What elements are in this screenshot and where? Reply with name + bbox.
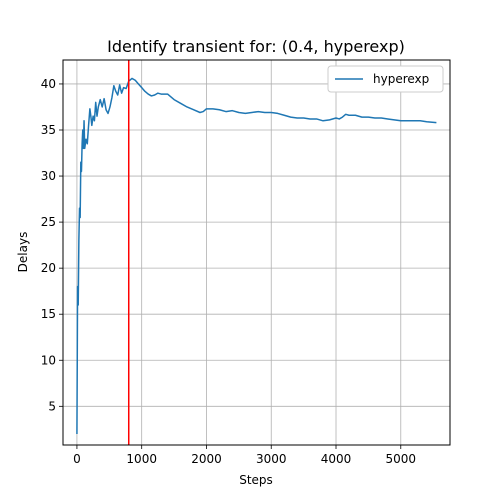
plot-frame [62, 59, 451, 446]
y-tick-label: 30 [41, 169, 56, 183]
y-tick-label: 40 [41, 77, 56, 91]
x-tick-label: 0 [73, 452, 81, 466]
y-tick-label: 5 [48, 399, 56, 413]
x-tick-label: 5000 [386, 452, 417, 466]
legend-label-hyperexp: hyperexp [373, 72, 429, 86]
legend: hyperexp [327, 65, 444, 93]
grid [63, 60, 450, 445]
x-tick-label: 3000 [256, 452, 287, 466]
chart-title: Identify transient for: (0.4, hyperexp) [107, 37, 405, 56]
x-axis-label: Steps [239, 473, 273, 487]
x-tick-label: 4000 [321, 452, 352, 466]
plot-area [63, 60, 450, 445]
y-axis: 5 10 15 20 25 30 35 40 [41, 77, 63, 413]
series-layer [76, 77, 437, 434]
x-axis: 0 1000 2000 3000 4000 5000 [73, 445, 416, 466]
y-tick-label: 10 [41, 353, 56, 367]
y-axis-label: Delays [16, 232, 30, 273]
y-tick-label: 35 [41, 123, 56, 137]
series-line-hyperexp [76, 77, 437, 434]
y-tick-label: 15 [41, 307, 56, 321]
legend-box [327, 65, 444, 93]
x-tick-label: 2000 [191, 452, 222, 466]
x-tick-label: 1000 [126, 452, 157, 466]
y-tick-label: 20 [41, 261, 56, 275]
y-tick-label: 25 [41, 215, 56, 229]
